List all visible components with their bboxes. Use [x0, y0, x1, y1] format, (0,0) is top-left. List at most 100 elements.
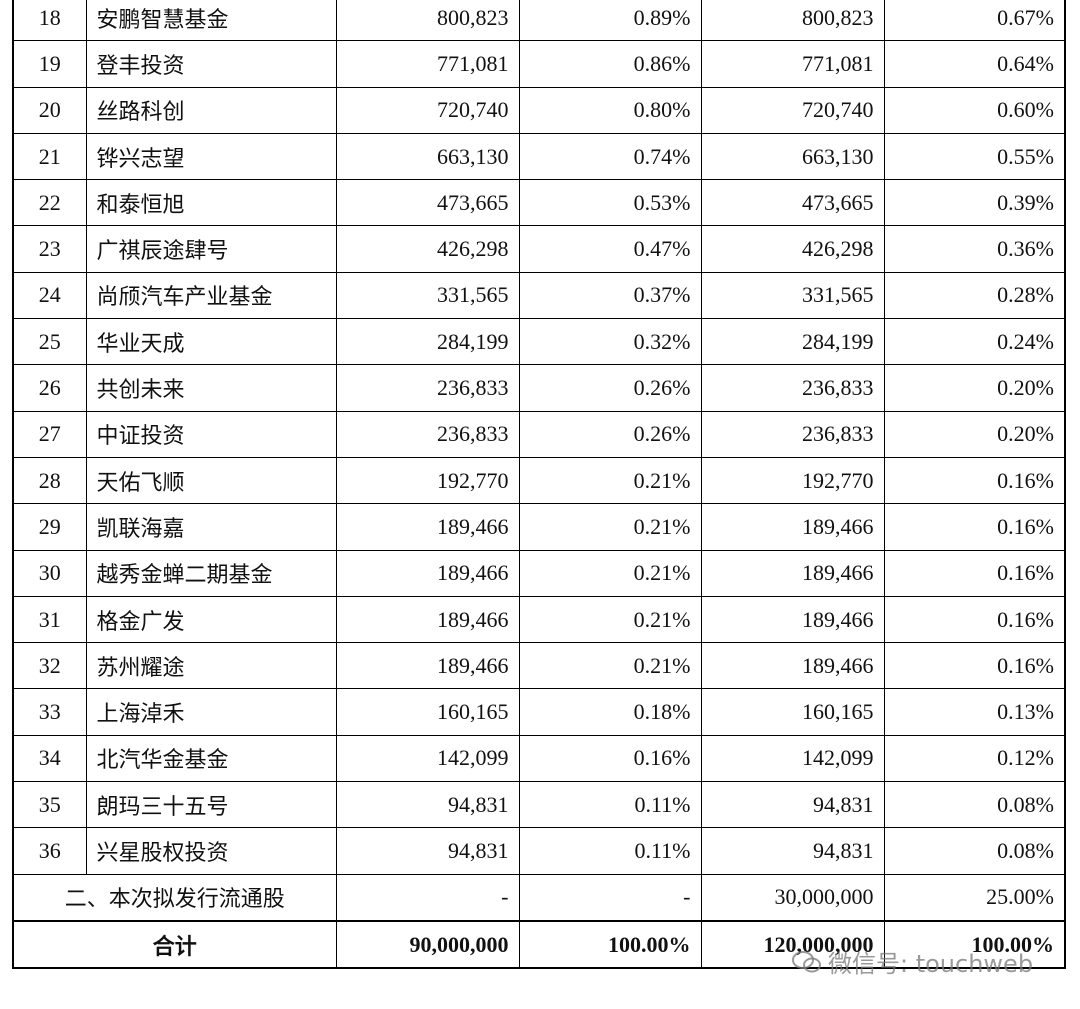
table-cell: 0.16%	[883, 456, 1066, 505]
table-cell: 27	[12, 410, 87, 458]
table-cell: 0.55%	[883, 132, 1066, 181]
table-cell: 0.60%	[883, 86, 1066, 134]
table-cell: 100.00%	[883, 919, 1066, 969]
table-cell: 朗玛三十五号	[85, 781, 337, 829]
table-cell: 100.00%	[518, 919, 702, 969]
table-cell: 189,466	[335, 503, 520, 551]
table-cell: 0.64%	[883, 40, 1066, 88]
table-cell: 0.24%	[883, 318, 1066, 366]
table-cell: 0.53%	[518, 179, 702, 227]
table-cell: 天佑飞顺	[85, 456, 337, 505]
table-row: 36 兴星股权投资 94,831 0.11% 94,831 0.08%	[12, 827, 1066, 875]
table-cell: 331,565	[335, 271, 520, 320]
table-cell: -	[335, 873, 520, 922]
table-cell: 0.20%	[883, 364, 1066, 412]
table-row: 28 天佑飞顺 192,770 0.21% 192,770 0.16%	[12, 456, 1066, 505]
table-cell: 铧兴志望	[85, 132, 337, 181]
table-row: 29 凯联海嘉 189,466 0.21% 189,466 0.16%	[12, 503, 1066, 551]
table-cell: 0.21%	[518, 595, 702, 644]
table-cell: 0.16%	[883, 549, 1066, 597]
table-cell: 26	[12, 364, 87, 412]
table-cell: 33	[12, 688, 87, 736]
table-cell: 0.32%	[518, 318, 702, 366]
table-cell: 0.89%	[518, 0, 702, 42]
table-cell: 共创未来	[85, 364, 337, 412]
table-cell: 0.26%	[518, 410, 702, 458]
table-cell: 安鹏智慧基金	[85, 0, 337, 42]
wechat-icon	[792, 950, 821, 972]
table-row: 33 上海淖禾 160,165 0.18% 160,165 0.13%	[12, 688, 1066, 736]
table-cell: 142,099	[700, 734, 885, 783]
table-cell: 0.18%	[518, 688, 702, 736]
table-row: 30 越秀金蝉二期基金 189,466 0.21% 189,466 0.16%	[12, 549, 1066, 597]
table-cell: 和泰恒旭	[85, 179, 337, 227]
table-cell: 18	[12, 0, 87, 42]
table-cell: 兴星股权投资	[85, 827, 337, 875]
table-cell: 0.26%	[518, 364, 702, 412]
table-cell: 24	[12, 271, 87, 320]
table-cell: 29	[12, 503, 87, 551]
table-cell: 0.08%	[883, 827, 1066, 875]
watermark: 微信号: touchweb	[792, 944, 1033, 979]
table-cell: 236,833	[335, 410, 520, 458]
table-cell: 0.13%	[883, 688, 1066, 736]
table-cell: 0.08%	[883, 781, 1066, 829]
table-cell: 0.67%	[883, 0, 1066, 42]
table-row: 24 尚颀汽车产业基金 331,565 0.37% 331,565 0.28%	[12, 271, 1066, 320]
table-row: 23 广祺辰途肆号 426,298 0.47% 426,298 0.36%	[12, 225, 1066, 273]
table-cell: 189,466	[335, 642, 520, 690]
table-cell: 23	[12, 225, 87, 273]
table-cell: 236,833	[700, 410, 885, 458]
table-cell: 160,165	[700, 688, 885, 736]
table-cell: 90,000,000	[335, 919, 520, 969]
table-cell: 20	[12, 86, 87, 134]
table-cell: 30	[12, 549, 87, 597]
table-cell: 189,466	[335, 595, 520, 644]
table-row: 25 华业天成 284,199 0.32% 284,199 0.24%	[12, 318, 1066, 366]
table-cell: 0.74%	[518, 132, 702, 181]
table-cell: 广祺辰途肆号	[85, 225, 337, 273]
table-cell: 22	[12, 179, 87, 227]
table-cell: 二、本次拟发行流通股	[12, 873, 337, 922]
table-cell: 0.80%	[518, 86, 702, 134]
watermark-text: 微信号: touchweb	[828, 950, 1034, 978]
table-row: 31 格金广发 189,466 0.21% 189,466 0.16%	[12, 595, 1066, 644]
table-cell: 0.21%	[518, 503, 702, 551]
table-cell: 上海淖禾	[85, 688, 337, 736]
table-cell: 格金广发	[85, 595, 337, 644]
table-cell: 19	[12, 40, 87, 88]
table-cell: 越秀金蝉二期基金	[85, 549, 337, 597]
table-cell: 34	[12, 734, 87, 783]
table-cell: 32	[12, 642, 87, 690]
table-cell: 0.12%	[883, 734, 1066, 783]
table-cell: 0.21%	[518, 549, 702, 597]
table-row: 21 铧兴志望 663,130 0.74% 663,130 0.55%	[12, 132, 1066, 181]
table-cell: 160,165	[335, 688, 520, 736]
shareholding-table: 18 安鹏智慧基金 800,823 0.89% 800,823 0.67% 19 登丰投资 77…	[12, 0, 1066, 970]
table-cell: 189,466	[700, 503, 885, 551]
table-row: 26 共创未来 236,833 0.26% 236,833 0.20%	[12, 364, 1066, 412]
table-cell: 0.11%	[518, 781, 702, 829]
table-cell: 21	[12, 132, 87, 181]
table-cell: 0.16%	[883, 503, 1066, 551]
table-cell: 473,665	[335, 179, 520, 227]
table-cell: 192,770	[335, 456, 520, 505]
table-cell: 94,831	[335, 827, 520, 875]
table-row: 22 和泰恒旭 473,665 0.53% 473,665 0.39%	[12, 179, 1066, 227]
table-row: 合计 90,000,000 100.00% 120,000,000 100.00%	[12, 919, 1066, 969]
table-row: 二、本次拟发行流通股 - -30,000,000 25.00%	[12, 873, 1066, 922]
table-cell: 0.21%	[518, 642, 702, 690]
table-cell: 苏州耀途	[85, 642, 337, 690]
table-cell: 94,831	[700, 827, 885, 875]
table-cell: 尚颀汽车产业基金	[85, 271, 337, 320]
table-cell: 0.47%	[518, 225, 702, 273]
table-cell: 331,565	[700, 271, 885, 320]
table-cell: 0.20%	[883, 410, 1066, 458]
table-cell: 36	[12, 827, 87, 875]
table-cell: 800,823	[700, 0, 885, 42]
table-cell: 189,466	[700, 549, 885, 597]
table-cell: 0.39%	[883, 179, 1066, 227]
table-cell: 720,740	[335, 86, 520, 134]
table-cell: 0.21%	[518, 456, 702, 505]
table-cell: -	[518, 873, 702, 922]
